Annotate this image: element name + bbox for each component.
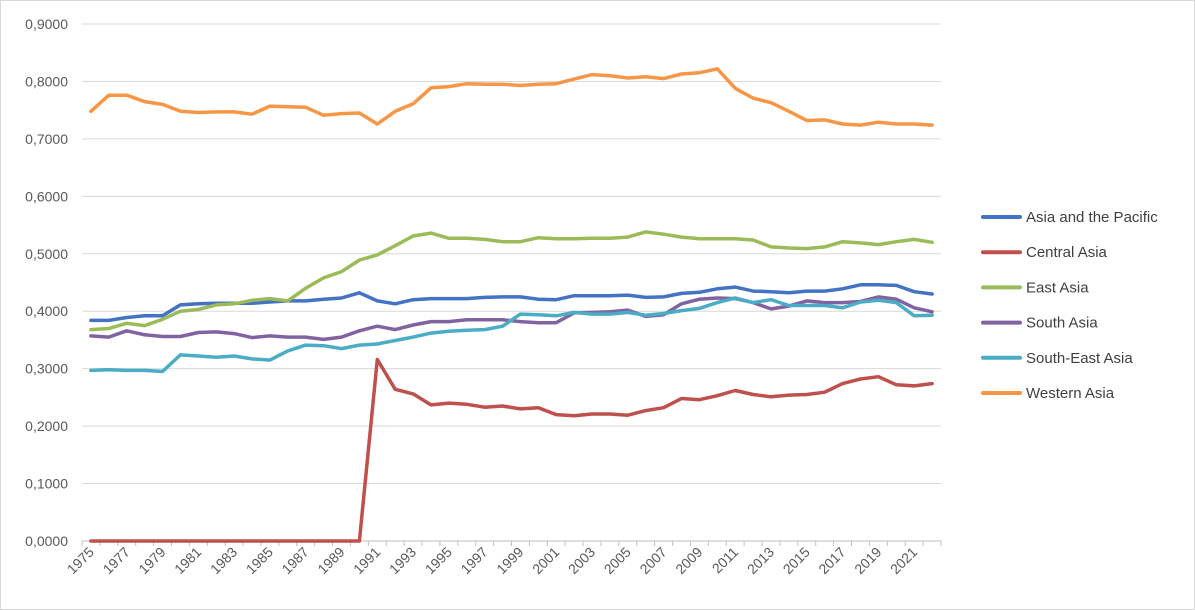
x-tick-label: 2001 bbox=[529, 544, 562, 577]
x-tick-label: 1983 bbox=[207, 544, 240, 577]
series-lines bbox=[89, 67, 934, 543]
y-tick-label: 0,4000 bbox=[25, 303, 68, 319]
x-tick-label: 1993 bbox=[386, 544, 419, 577]
gridlines bbox=[82, 23, 941, 485]
y-tick-label: 0,8000 bbox=[25, 73, 68, 89]
y-tick-label: 0,0000 bbox=[25, 533, 68, 549]
x-tick-label: 1987 bbox=[278, 544, 311, 577]
legend: Asia and the Pacific Central Asia East Asi… bbox=[981, 209, 1158, 402]
x-tick-label: 1991 bbox=[350, 544, 383, 577]
x-tick-label: 1975 bbox=[64, 544, 97, 577]
x-axis-labels: 1975 1977 1979 1981 1983 1985 1987 1989 1991 1993… bbox=[64, 544, 921, 577]
y-tick-label: 0,3000 bbox=[25, 361, 68, 377]
x-tick-label: 2019 bbox=[851, 544, 884, 577]
y-tick-label: 0,1000 bbox=[25, 476, 68, 492]
x-tick-label: 1981 bbox=[171, 544, 204, 577]
legend-label-south-east-asia: South-East Asia bbox=[1026, 350, 1133, 367]
x-tick-label: 2015 bbox=[780, 544, 813, 577]
y-axis-labels: 0,0000 0,1000 0,2000 0,3000 0,4000 0,5000 0,60… bbox=[25, 16, 68, 549]
x-tick-label: 1995 bbox=[422, 544, 455, 577]
series-line-western-asia bbox=[89, 67, 934, 127]
legend-label-asia-and-the-pacific: Asia and the Pacific bbox=[1026, 209, 1158, 226]
series-line-central-asia bbox=[89, 357, 934, 543]
x-tick-label: 2017 bbox=[815, 544, 848, 577]
x-tick-label: 2005 bbox=[601, 544, 634, 577]
x-tick-label: 1999 bbox=[493, 544, 526, 577]
x-tick-label: 2013 bbox=[744, 544, 777, 577]
x-tick-label: 1977 bbox=[100, 544, 133, 577]
x-tick-label: 1989 bbox=[314, 544, 347, 577]
x-tick-label: 2021 bbox=[887, 544, 920, 577]
y-tick-label: 0,5000 bbox=[25, 246, 68, 262]
x-tick-label: 2007 bbox=[636, 544, 669, 577]
legend-label-east-asia: East Asia bbox=[1026, 279, 1089, 296]
y-tick-label: 0,9000 bbox=[25, 16, 68, 32]
legend-label-south-asia: South Asia bbox=[1026, 315, 1098, 332]
y-tick-label: 0,6000 bbox=[25, 188, 68, 204]
x-tick-label: 2011 bbox=[709, 544, 742, 577]
x-tick-label: 1997 bbox=[457, 544, 490, 577]
legend-label-central-asia: Central Asia bbox=[1026, 244, 1108, 261]
x-tick-label: 1985 bbox=[243, 544, 276, 577]
x-tick-label: 2009 bbox=[672, 544, 705, 577]
y-tick-label: 0,2000 bbox=[25, 418, 68, 434]
series-line-east-asia bbox=[89, 230, 934, 332]
legend-label-western-asia: Western Asia bbox=[1026, 385, 1115, 402]
y-tick-label: 0,7000 bbox=[25, 131, 68, 147]
series-line-south-east-asia bbox=[89, 296, 934, 374]
x-tick-label: 2003 bbox=[565, 544, 598, 577]
x-tick-label: 1979 bbox=[135, 544, 168, 577]
